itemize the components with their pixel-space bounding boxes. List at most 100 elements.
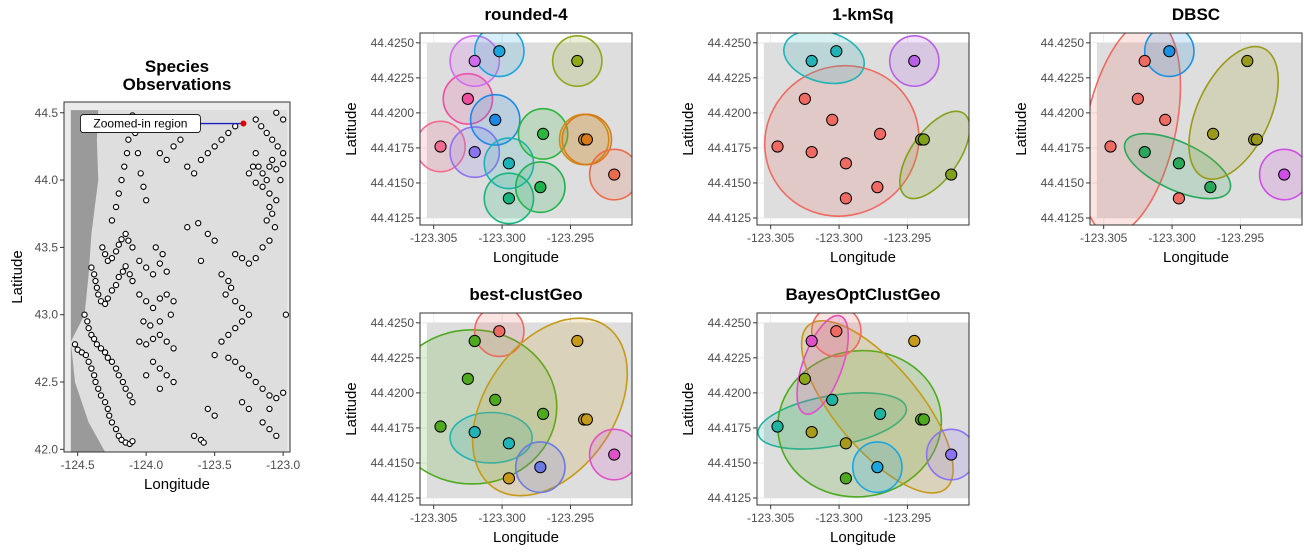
observation-point <box>245 260 253 267</box>
observation-point <box>489 393 502 406</box>
observation-point <box>95 291 102 298</box>
observation-point <box>101 349 109 356</box>
observation-point <box>580 413 593 426</box>
plot-area <box>757 313 969 505</box>
observation-point <box>259 244 266 251</box>
observation-point <box>266 203 273 211</box>
observation-point <box>108 358 116 365</box>
observation-point <box>1241 54 1254 68</box>
chart-title: BayesOptClustGeo <box>786 285 941 304</box>
y-tick-label: 44.4250 <box>1041 36 1085 50</box>
observation-point <box>434 140 447 153</box>
observation-point <box>211 351 218 359</box>
observation-point <box>259 183 266 190</box>
x-axis-label: Longitude <box>493 249 559 266</box>
observation-point <box>1250 133 1263 146</box>
panel-best-clustGeo: -123.305 -123.300 -123.295 44.4125 44.4150 44… <box>343 285 633 546</box>
x-tick-label: -123.300 <box>478 231 526 245</box>
y-tick-label: 44.4250 <box>371 316 415 330</box>
observation-point <box>218 136 225 143</box>
observation-point <box>249 163 257 170</box>
observation-point <box>1278 168 1291 181</box>
y-tick-label: 44.4150 <box>708 456 752 470</box>
observation-point <box>93 341 101 348</box>
panel-border <box>756 32 970 226</box>
y-tick-label: 43.0 <box>35 308 59 322</box>
observation-point <box>197 257 205 264</box>
observation-point <box>163 291 170 298</box>
observation-point <box>232 325 239 332</box>
y-tick-label: 42.0 <box>35 442 59 456</box>
observation-point <box>266 405 273 413</box>
observation-point <box>280 150 287 157</box>
observation-point <box>238 365 246 372</box>
observation-point <box>468 54 481 68</box>
y-tick-label: 44.0 <box>35 173 59 187</box>
observation-point <box>805 54 818 68</box>
observation-point <box>125 237 132 244</box>
y-axis-label: Latitude <box>1013 102 1030 155</box>
observation-point <box>1163 45 1176 58</box>
observation-point <box>104 295 111 302</box>
panel-border <box>419 32 633 226</box>
cluster-hull <box>796 314 850 415</box>
observation-point <box>238 304 246 312</box>
observation-point <box>211 237 218 244</box>
observation-point <box>93 284 101 291</box>
observation-point <box>871 181 884 194</box>
observation-point <box>580 133 593 146</box>
panel-DBSC: -123.305 -123.300 -123.295 44.4125 44.4150 44… <box>1013 5 1303 266</box>
observation-point <box>269 156 276 164</box>
observation-point <box>273 395 280 402</box>
y-tick-label: 44.4225 <box>371 351 415 365</box>
y-tick-label: 44.4175 <box>708 421 752 435</box>
data-area <box>763 322 969 498</box>
observation-point <box>156 295 164 302</box>
observation-point <box>468 334 481 348</box>
observation-point <box>119 378 127 386</box>
observation-point <box>839 157 853 170</box>
observation-point <box>493 325 506 338</box>
observation-point <box>461 92 474 105</box>
observation-point <box>255 163 262 170</box>
observation-point <box>81 311 88 318</box>
y-tick-label: 44.4250 <box>708 316 752 330</box>
observation-point <box>163 372 170 379</box>
x-tick-label: -123.305 <box>410 511 458 525</box>
observation-point <box>252 378 259 386</box>
observation-point <box>143 264 150 271</box>
panel-border <box>419 312 633 506</box>
y-tick-label: 44.4175 <box>708 141 752 155</box>
x-tick-label: -123.0 <box>266 458 300 472</box>
panel-border <box>1089 32 1303 226</box>
observation-point <box>608 448 621 461</box>
ocean-area <box>70 110 106 452</box>
observation-point <box>122 263 129 270</box>
panel-border <box>63 101 291 453</box>
annotation-label: Zoomed-in region <box>93 117 187 131</box>
cluster-hull <box>783 33 865 85</box>
observation-point <box>266 392 273 399</box>
observation-point <box>1206 127 1220 141</box>
observation-point <box>136 257 143 264</box>
observation-point <box>908 54 921 68</box>
observation-point <box>88 264 95 271</box>
y-tick-label: 44.4125 <box>708 491 752 505</box>
observation-point <box>140 318 147 325</box>
observation-point <box>218 338 225 345</box>
observation-point <box>280 116 287 123</box>
observation-point <box>170 345 177 352</box>
observation-point <box>129 438 136 445</box>
observation-point <box>112 425 120 433</box>
observation-point <box>71 341 79 348</box>
observation-point <box>259 385 266 392</box>
observation-point <box>502 157 516 170</box>
y-tick-label: 44.4225 <box>708 351 752 365</box>
observation-point <box>266 425 273 433</box>
observation-point <box>945 448 958 461</box>
observation-point <box>136 291 143 298</box>
observation-point <box>269 136 276 143</box>
observation-point <box>118 176 125 184</box>
observation-point <box>826 393 839 406</box>
chart-title: 1-kmSq <box>832 5 893 24</box>
